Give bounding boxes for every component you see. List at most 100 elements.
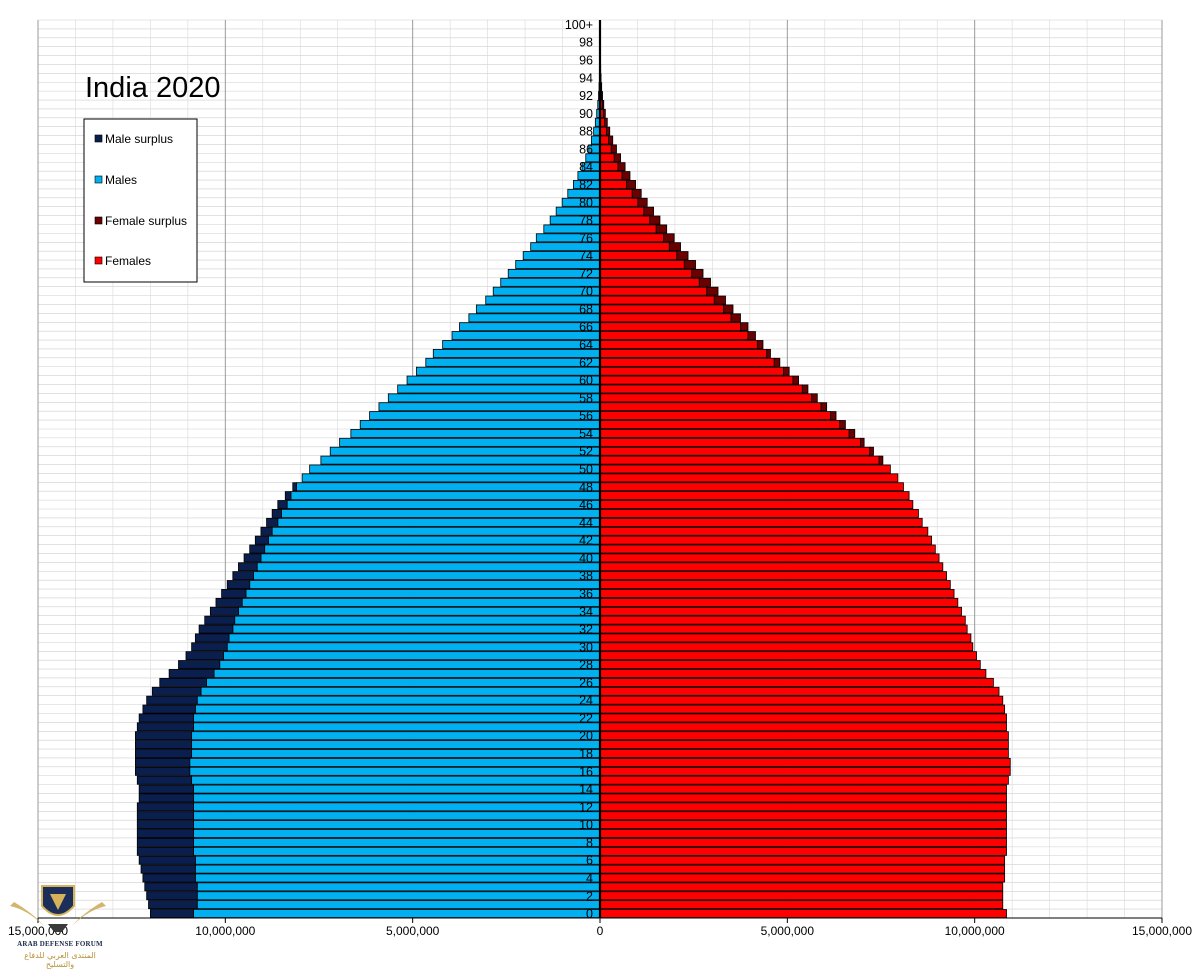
age-tick-label: 0 — [586, 907, 593, 921]
bar-female-surplus-age-55 — [840, 420, 846, 428]
age-tick-label: 94 — [579, 71, 593, 85]
bar-female-surplus-age-74 — [677, 252, 688, 260]
bar-females-age-78 — [600, 216, 650, 224]
bar-males-age-59 — [398, 385, 600, 393]
bar-females-age-36 — [600, 589, 954, 597]
bar-males-age-4 — [195, 874, 600, 882]
x-tick-label: 10,000,000 — [195, 924, 255, 938]
age-tick-label: 70 — [579, 285, 593, 299]
bar-females-age-8 — [600, 838, 1007, 846]
age-tick-label: 48 — [579, 480, 593, 494]
bar-males-age-33 — [235, 616, 600, 624]
bar-male-surplus-age-9 — [137, 829, 193, 837]
age-tick-label: 72 — [579, 267, 593, 281]
bar-females-age-25 — [600, 687, 999, 695]
bar-male-surplus-age-26 — [160, 678, 207, 686]
bar-males-age-7 — [193, 847, 600, 855]
bar-male-surplus-age-15 — [137, 776, 191, 784]
bar-males-age-21 — [193, 723, 600, 731]
bar-male-surplus-age-6 — [139, 856, 195, 864]
bar-females-age-41 — [600, 545, 935, 553]
bar-males-age-22 — [193, 714, 600, 722]
bar-female-surplus-age-62 — [774, 358, 780, 366]
bar-male-surplus-age-14 — [139, 785, 193, 793]
bar-male-surplus-age-45 — [272, 509, 281, 517]
bar-females-age-14 — [600, 785, 1007, 793]
bar-male-surplus-age-36 — [222, 589, 246, 597]
legend-label: Male surplus — [105, 132, 173, 146]
bar-female-surplus-age-60 — [793, 376, 799, 384]
bar-males-age-32 — [233, 625, 600, 633]
bar-male-surplus-age-23 — [143, 705, 195, 713]
bar-females-age-17 — [600, 758, 1010, 766]
bar-female-surplus-age-69 — [714, 296, 725, 304]
age-tick-label: 88 — [579, 125, 593, 139]
bar-females-age-85 — [600, 154, 614, 162]
x-tick-label: 15,000,000 — [1132, 924, 1192, 938]
legend-label: Males — [105, 173, 137, 187]
bar-females-age-44 — [600, 518, 922, 526]
x-tick-label: 0 — [597, 924, 604, 938]
bar-males-age-8 — [193, 838, 600, 846]
bar-females-age-0 — [600, 910, 1007, 918]
age-tick-label: 74 — [579, 249, 593, 263]
bar-males-age-56 — [370, 412, 600, 420]
bar-male-surplus-age-22 — [139, 714, 193, 722]
bar-male-surplus-age-18 — [135, 749, 191, 757]
bar-males-age-53 — [340, 438, 600, 446]
bar-males-age-17 — [190, 758, 600, 766]
bar-male-surplus-age-16 — [135, 767, 189, 775]
bar-males-age-39 — [257, 563, 600, 571]
bar-male-surplus-age-19 — [135, 741, 191, 749]
bar-males-age-28 — [220, 661, 600, 669]
bar-males-age-63 — [433, 349, 600, 357]
bar-females-age-51 — [600, 456, 879, 464]
bar-males-age-43 — [272, 527, 600, 535]
bar-females-age-67 — [600, 314, 731, 322]
age-tick-label: 46 — [579, 498, 593, 512]
bar-females-age-19 — [600, 741, 1008, 749]
forum-watermark-title: ARAB DEFENSE FORUM — [12, 940, 108, 948]
bar-females-age-32 — [600, 625, 967, 633]
bar-males-age-42 — [268, 536, 600, 544]
bar-males-age-3 — [197, 883, 600, 891]
bar-female-surplus-age-84 — [618, 163, 625, 171]
bar-females-age-53 — [600, 438, 860, 446]
legend-swatch — [95, 257, 102, 264]
age-tick-label: 54 — [579, 427, 593, 441]
x-tick-label: 5,000,000 — [386, 924, 440, 938]
bar-male-surplus-age-48 — [293, 483, 297, 491]
bar-females-age-6 — [600, 856, 1005, 864]
bar-male-surplus-age-41 — [250, 545, 265, 553]
bar-females-age-22 — [600, 714, 1007, 722]
age-tick-label: 8 — [586, 836, 593, 850]
bar-females-age-61 — [600, 367, 784, 375]
bar-male-surplus-age-1 — [149, 901, 198, 909]
bar-male-surplus-age-43 — [261, 527, 272, 535]
bar-males-age-13 — [193, 794, 600, 802]
bar-female-surplus-age-78 — [650, 216, 660, 224]
bar-female-surplus-age-66 — [741, 323, 748, 331]
bar-males-age-40 — [261, 554, 600, 562]
bar-male-surplus-age-17 — [135, 758, 189, 766]
bar-males-age-23 — [195, 705, 600, 713]
bar-male-surplus-age-44 — [267, 518, 278, 526]
bar-female-surplus-age-80 — [638, 198, 647, 206]
bar-females-age-79 — [600, 207, 644, 215]
bar-male-surplus-age-13 — [139, 794, 193, 802]
bar-males-age-29 — [223, 652, 600, 660]
bar-female-surplus-age-54 — [849, 429, 855, 437]
age-tick-label: 22 — [579, 711, 593, 725]
bar-females-age-7 — [600, 847, 1007, 855]
bar-females-age-35 — [600, 598, 958, 606]
bar-females-age-46 — [600, 501, 913, 509]
bar-females-age-15 — [600, 776, 1008, 784]
bar-male-surplus-age-39 — [238, 563, 257, 571]
age-tick-label: 50 — [579, 463, 593, 477]
bar-females-age-65 — [600, 332, 748, 340]
bar-female-surplus-age-65 — [748, 332, 755, 340]
bar-females-age-4 — [600, 874, 1005, 882]
bar-female-surplus-age-90 — [603, 109, 605, 117]
bar-females-age-69 — [600, 296, 714, 304]
